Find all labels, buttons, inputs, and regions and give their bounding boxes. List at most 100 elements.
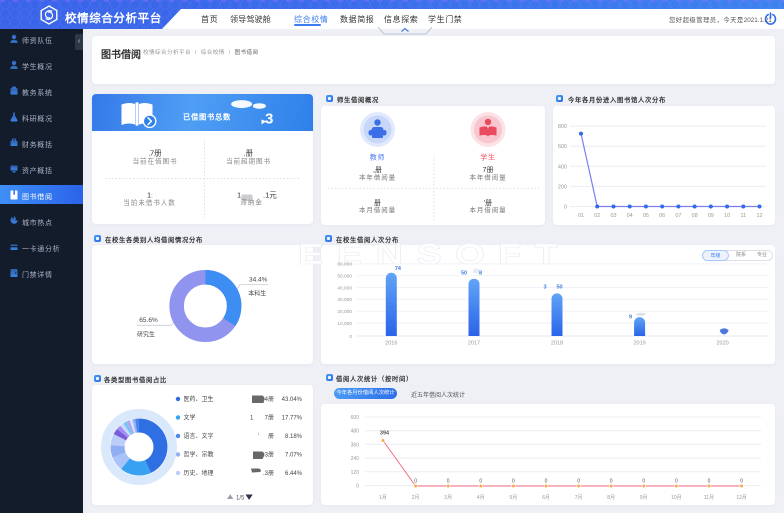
svg-text:600: 600 [351, 415, 360, 421]
svg-text:9: 9 [629, 315, 632, 321]
svg-text:04: 04 [627, 213, 633, 219]
svg-text:03: 03 [610, 213, 616, 219]
svg-text:12: 12 [756, 213, 762, 219]
svg-text:10,000: 10,000 [337, 321, 352, 327]
svg-text:0: 0 [610, 479, 613, 485]
svg-text:当前未借书人数: 当前未借书人数 [123, 198, 175, 207]
svg-text:200: 200 [558, 184, 567, 190]
svg-text:滞纳金: 滞纳金 [240, 198, 262, 207]
svg-text:0: 0 [349, 334, 352, 340]
svg-text:0: 0 [356, 484, 359, 490]
svg-text:1: 1 [250, 416, 254, 422]
svg-text:43.04%: 43.04% [282, 397, 303, 403]
svg-text:0: 0 [564, 205, 567, 211]
svg-text:,册: ,册 [244, 149, 254, 158]
svg-text:65.6%: 65.6% [139, 317, 158, 324]
svg-text:480: 480 [351, 429, 360, 435]
svg-text:10月: 10月 [671, 495, 682, 501]
svg-text:本月借阅量: 本月借阅量 [359, 205, 396, 214]
svg-text:8: 8 [479, 271, 482, 277]
svg-text:0: 0 [642, 479, 645, 485]
svg-text:7月: 7月 [575, 495, 583, 501]
svg-text:'册: '册 [484, 199, 492, 207]
svg-text:34.4%: 34.4% [249, 276, 268, 283]
svg-text:6.44%: 6.44% [285, 471, 303, 477]
svg-text:8.18%: 8.18% [285, 434, 303, 440]
svg-text:3: 3 [544, 285, 547, 291]
svg-text:学生: 学生 [480, 153, 496, 162]
svg-text:09: 09 [708, 213, 714, 219]
svg-text:40,000: 40,000 [337, 285, 352, 291]
svg-text:': ' [258, 434, 259, 440]
svg-text:本年借阅量: 本年借阅量 [470, 172, 507, 181]
svg-text:1:: 1: [147, 191, 153, 200]
svg-text:11月: 11月 [704, 495, 714, 501]
svg-text:.3册: .3册 [263, 470, 274, 477]
svg-text:0: 0 [447, 479, 450, 485]
svg-text:,7册: ,7册 [148, 149, 162, 158]
svg-text:0: 0 [675, 479, 678, 485]
svg-text:12月: 12月 [736, 495, 747, 501]
svg-text:当前在借图书: 当前在借图书 [133, 157, 178, 166]
svg-text:01: 01 [578, 213, 584, 219]
svg-text:4月: 4月 [477, 495, 485, 501]
svg-text:当前超期图书: 当前超期图书 [226, 157, 271, 166]
svg-text:册: 册 [268, 433, 274, 440]
svg-text:800: 800 [558, 124, 567, 130]
svg-text:册: 册 [374, 199, 381, 207]
svg-text:2020: 2020 [716, 341, 728, 347]
svg-text:1月: 1月 [379, 495, 387, 501]
svg-text:0: 0 [479, 479, 482, 485]
svg-text:120: 120 [351, 470, 360, 476]
svg-text:教师: 教师 [370, 153, 386, 162]
svg-text:3月: 3月 [444, 495, 452, 501]
svg-text:0: 0 [740, 479, 743, 485]
svg-text:,册: ,册 [373, 166, 382, 174]
svg-text:7.07%: 7.07% [285, 453, 303, 459]
svg-text:50: 50 [461, 271, 467, 277]
svg-text:60,000: 60,000 [337, 262, 352, 268]
svg-text:07: 07 [675, 213, 681, 219]
svg-text:7册: 7册 [265, 415, 274, 422]
svg-text:05: 05 [643, 213, 649, 219]
svg-text:7册: 7册 [483, 166, 494, 174]
svg-text:74: 74 [395, 266, 402, 272]
svg-text:8月: 8月 [607, 495, 615, 501]
svg-text:50: 50 [557, 285, 563, 291]
svg-text:600: 600 [558, 144, 567, 150]
svg-text:医药、卫生: 医药、卫生 [184, 395, 214, 403]
svg-text:9月: 9月 [640, 495, 648, 501]
svg-text:0: 0 [708, 479, 711, 485]
svg-text:30,000: 30,000 [337, 297, 352, 303]
svg-text:0: 0 [577, 479, 580, 485]
svg-text:.1元: .1元 [263, 191, 277, 200]
svg-text:0: 0 [545, 479, 548, 485]
svg-text:3: 3 [265, 111, 273, 128]
svg-text:5月: 5月 [510, 495, 518, 501]
svg-text:2017: 2017 [468, 341, 480, 347]
svg-text:394: 394 [380, 431, 390, 437]
svg-text:2019: 2019 [633, 341, 645, 347]
svg-text:0: 0 [512, 479, 515, 485]
svg-text:02: 02 [594, 213, 600, 219]
svg-text:400: 400 [558, 164, 567, 170]
svg-text:240: 240 [351, 456, 360, 462]
svg-text:20,000: 20,000 [337, 309, 352, 315]
svg-text:17.77%: 17.77% [282, 416, 303, 422]
svg-text:2月: 2月 [412, 495, 420, 501]
svg-text:360: 360 [351, 442, 360, 448]
svg-text:1: 1 [237, 191, 241, 200]
svg-text:本月借阅量: 本月借阅量 [470, 205, 507, 214]
svg-text:4册: 4册 [265, 396, 274, 403]
svg-text:1/5: 1/5 [236, 496, 245, 502]
svg-text:文学: 文学 [184, 414, 196, 422]
svg-text:历史、地理: 历史、地理 [184, 469, 214, 477]
svg-text:6月: 6月 [542, 495, 550, 501]
svg-text:已借图书总数: 已借图书总数 [183, 113, 231, 122]
svg-text:2016: 2016 [385, 341, 397, 347]
svg-text:语言、文字: 语言、文字 [184, 432, 214, 440]
svg-text:0: 0 [414, 479, 417, 485]
svg-text:06: 06 [659, 213, 665, 219]
svg-text:研究生: 研究生 [137, 331, 155, 339]
svg-text:50,000: 50,000 [337, 274, 352, 280]
